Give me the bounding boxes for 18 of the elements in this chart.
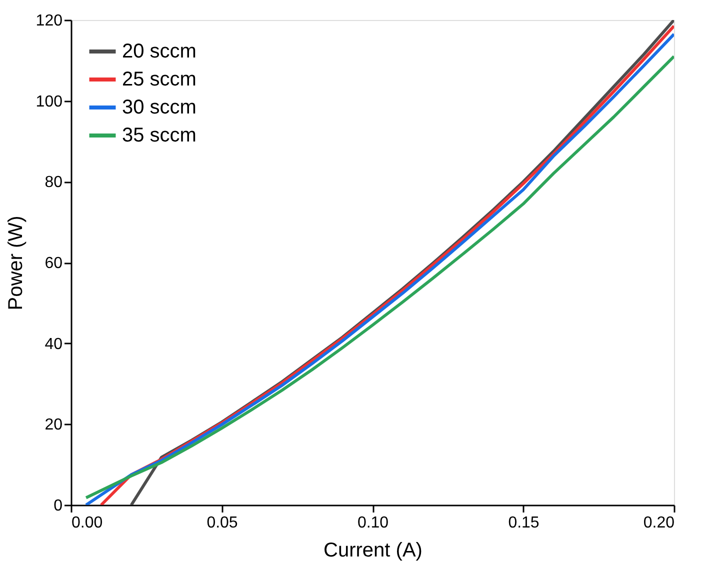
legend-label: 25 sccm [122, 68, 196, 90]
y-tick-label: 40 [44, 336, 63, 353]
legend-label: 35 sccm [122, 124, 196, 146]
x-axis-title: Current (A) [324, 540, 422, 562]
x-tick-label: 0.15 [508, 514, 540, 532]
x-tick-label: 0.05 [206, 514, 238, 532]
y-tick-label: 60 [44, 255, 63, 272]
y-tick-label: 80 [44, 174, 63, 192]
y-axis-title: Power (W) [4, 216, 27, 310]
legend-label: 30 sccm [122, 96, 196, 118]
x-tick-label: 0.20 [643, 514, 675, 532]
legend-label: 20 sccm [122, 40, 196, 62]
y-tick-label: 20 [44, 416, 63, 434]
x-tick-label: 0.10 [357, 514, 389, 532]
y-tick-label: 0 [54, 498, 63, 514]
y-tick-label: 120 [36, 12, 63, 30]
x-tick-label: 0.00 [72, 514, 103, 532]
y-tick-label: 100 [36, 93, 63, 110]
